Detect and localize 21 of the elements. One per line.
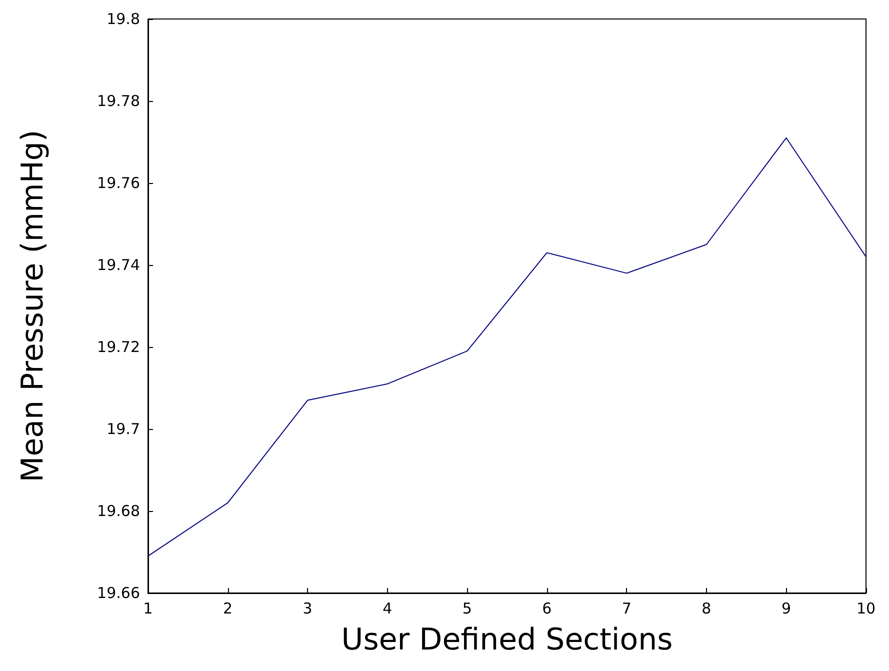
y-tick-label: 19.7 — [106, 420, 140, 438]
x-tick-label: 3 — [302, 600, 312, 618]
y-tick-label: 19.8 — [106, 10, 140, 28]
x-tick-label: 10 — [856, 600, 876, 618]
x-tick-label: 5 — [462, 600, 472, 618]
x-axis-title: User Defined Sections — [341, 622, 673, 658]
line-series — [148, 137, 866, 557]
y-tick-label: 19.68 — [97, 502, 140, 520]
y-tick-label: 19.66 — [97, 584, 140, 602]
x-tick-label: 9 — [781, 600, 791, 618]
y-tick-label: 19.78 — [97, 92, 140, 110]
x-tick-label: 7 — [622, 600, 632, 618]
x-tick-label: 4 — [382, 600, 392, 618]
x-tick-label: 2 — [223, 600, 233, 618]
x-tick-label: 1 — [143, 600, 153, 618]
y-tick-label: 19.76 — [97, 174, 140, 192]
y-tick-label: 19.74 — [97, 256, 140, 274]
y-axis-title: Mean Pressure (mmHg) — [16, 130, 50, 482]
x-tick-label: 6 — [542, 600, 552, 618]
x-tick-label: 8 — [702, 600, 712, 618]
y-tick-label: 19.72 — [97, 338, 140, 356]
